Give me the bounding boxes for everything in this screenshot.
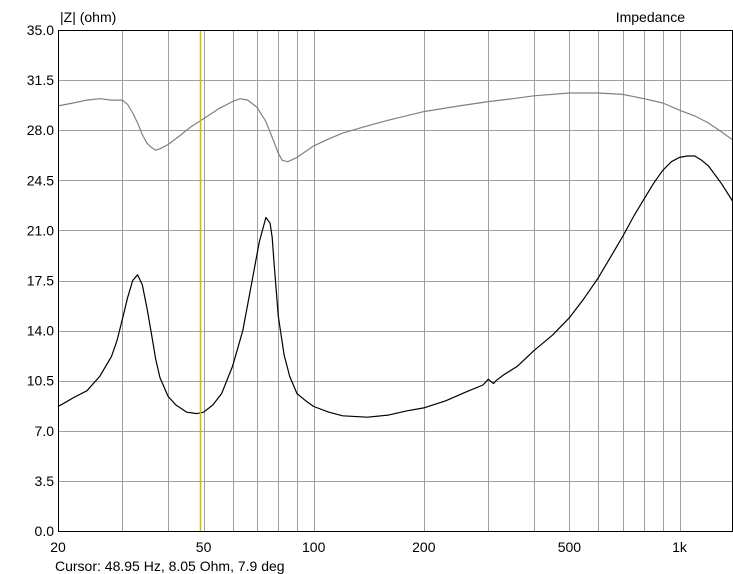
x-tick-label: 200 [412,539,436,555]
y-tick-label: 17.5 [27,273,54,289]
y-tick-label: 35.0 [27,22,54,38]
phase-series-line [57,92,733,163]
y-tick-label: 0.0 [35,523,55,539]
x-tick-label: 1k [672,539,688,555]
chart-title: Impedance [615,9,685,25]
x-tick-label: 100 [302,539,326,555]
y-tick-label: 28.0 [27,122,54,138]
grid [58,30,733,532]
y-axis-ticks: 0.0 3.5 7.0 10.5 14.0 17.5 21.0 24.5 28.0 31.5 35.… [27,22,54,539]
x-tick-label: 50 [196,539,212,555]
series-group [57,92,733,418]
y-tick-label: 3.5 [35,473,55,489]
y-tick-label: 21.0 [27,222,54,238]
x-tick-label: 20 [50,539,66,555]
y-tick-label: 31.5 [27,72,54,88]
y-axis-label: |Z| (ohm) [60,9,117,25]
y-tick-label: 24.5 [27,172,54,188]
x-tick-label: 500 [558,539,582,555]
y-tick-label: 10.5 [27,373,54,389]
impedance-series-line [57,155,733,418]
y-tick-label: 7.0 [35,423,55,439]
x-axis-ticks: 20 50 100 200 500 1k [50,539,688,555]
y-tick-label: 14.0 [27,323,54,339]
cursor-readout: Cursor: 48.95 Hz, 8.05 Ohm, 7.9 deg [55,558,285,574]
